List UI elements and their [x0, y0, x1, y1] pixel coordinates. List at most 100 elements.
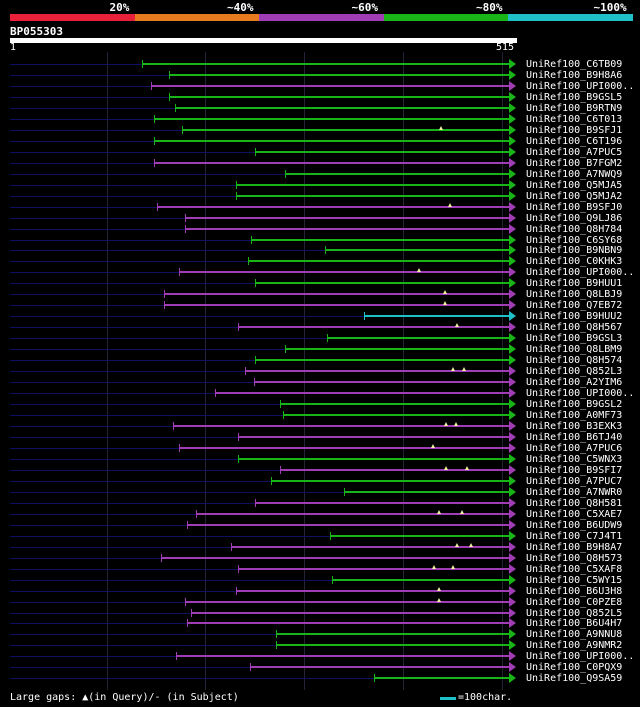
hit-alignment-line[interactable] [255, 151, 509, 153]
hit-label[interactable]: UniRef100_C6T013 [526, 114, 623, 125]
hit-label[interactable]: UniRef100_B6UDW9 [526, 520, 623, 531]
hit-alignment-line[interactable] [254, 381, 509, 383]
hit-row[interactable]: UniRef100_A7NWR0 [0, 487, 640, 498]
hit-alignment-line[interactable] [275, 644, 509, 646]
hit-alignment-line[interactable] [168, 96, 509, 98]
hit-label[interactable]: UniRef100_Q852L3 [526, 366, 623, 377]
hit-alignment-line[interactable] [168, 74, 509, 76]
hit-label[interactable]: UniRef100_A9NNU8 [526, 629, 623, 640]
hit-row[interactable]: UniRef100_Q5MJA2 [0, 191, 640, 202]
hit-label[interactable]: UniRef100_C0PZE8 [526, 597, 623, 608]
hit-label[interactable]: UniRef100_C5XAF8 [526, 564, 623, 575]
hit-label[interactable]: UniRef100_C6TB09 [526, 59, 623, 70]
hit-row[interactable]: UniRef100_C6T013 [0, 114, 640, 125]
hit-alignment-line[interactable] [172, 425, 509, 427]
hit-row[interactable]: UniRef100_UPI000.. [0, 651, 640, 662]
hit-alignment-line[interactable] [324, 249, 509, 251]
hit-alignment-line[interactable] [284, 173, 509, 175]
hit-alignment-line[interactable] [163, 304, 509, 306]
hit-row[interactable]: UniRef100_Q9LJ86 [0, 213, 640, 224]
hit-row[interactable]: UniRef100_B9HUU1 [0, 278, 640, 289]
hit-alignment-line[interactable] [238, 436, 509, 438]
hit-alignment-line[interactable] [161, 557, 509, 559]
hit-label[interactable]: UniRef100_Q8H784 [526, 224, 623, 235]
hit-alignment-line[interactable] [191, 612, 509, 614]
hit-row[interactable]: UniRef100_Q8LBJ9 [0, 289, 640, 300]
hit-row[interactable]: UniRef100_A2YIM6 [0, 377, 640, 388]
hit-alignment-line[interactable] [178, 271, 509, 273]
hit-alignment-line[interactable] [279, 403, 509, 405]
hit-alignment-line[interactable] [154, 118, 509, 120]
hit-alignment-line[interactable] [235, 195, 509, 197]
hit-row[interactable]: UniRef100_C5WNX3 [0, 454, 640, 465]
hit-row[interactable]: UniRef100_Q8H573 [0, 553, 640, 564]
hit-alignment-line[interactable] [255, 359, 509, 361]
hit-label[interactable]: UniRef100_Q8H581 [526, 498, 623, 509]
hit-row[interactable]: UniRef100_B3EXK3 [0, 421, 640, 432]
hit-alignment-line[interactable] [186, 524, 509, 526]
hit-row[interactable]: UniRef100_Q8LBM9 [0, 344, 640, 355]
hit-row[interactable]: UniRef100_Q852L3 [0, 366, 640, 377]
hit-alignment-line[interactable] [174, 107, 509, 109]
hit-label[interactable]: UniRef100_A7NWQ9 [526, 169, 623, 180]
hit-alignment-line[interactable] [248, 260, 509, 262]
hit-alignment-line[interactable] [238, 568, 509, 570]
hit-alignment-line[interactable] [157, 206, 509, 208]
hit-alignment-line[interactable] [235, 590, 509, 592]
hit-label[interactable]: UniRef100_Q5MJA2 [526, 191, 623, 202]
hit-alignment-line[interactable] [250, 666, 509, 668]
hit-label[interactable]: UniRef100_A2YIM6 [526, 377, 623, 388]
hit-row[interactable]: UniRef100_Q8H567 [0, 322, 640, 333]
hit-row[interactable]: UniRef100_UPI000.. [0, 81, 640, 92]
hit-label[interactable]: UniRef100_A9NMR2 [526, 640, 623, 651]
hit-row[interactable]: UniRef100_B6TJ40 [0, 432, 640, 443]
hit-row[interactable]: UniRef100_A9NMR2 [0, 640, 640, 651]
hit-row[interactable]: UniRef100_A7PUC7 [0, 476, 640, 487]
hit-label[interactable]: UniRef100_B9RTN9 [526, 103, 623, 114]
hit-alignment-line[interactable] [235, 184, 509, 186]
hit-label[interactable]: UniRef100_B6TJ40 [526, 432, 623, 443]
hit-label[interactable]: UniRef100_Q852L5 [526, 608, 623, 619]
hit-label[interactable]: UniRef100_A7PUC5 [526, 147, 623, 158]
hit-label[interactable]: UniRef100_C6SY68 [526, 235, 623, 246]
hit-row[interactable]: UniRef100_Q8H784 [0, 224, 640, 235]
hit-alignment-line[interactable] [154, 162, 509, 164]
hit-label[interactable]: UniRef100_Q8LBM9 [526, 344, 623, 355]
hit-row[interactable]: UniRef100_C6SY68 [0, 235, 640, 246]
hit-row[interactable]: UniRef100_B9H8A7 [0, 542, 640, 553]
hit-row[interactable]: UniRef100_B9GSL3 [0, 333, 640, 344]
hit-label[interactable]: UniRef100_B9SFJ1 [526, 125, 623, 136]
hit-label[interactable]: UniRef100_B3EXK3 [526, 421, 623, 432]
hit-row[interactable]: UniRef100_UPI000.. [0, 267, 640, 278]
hit-row[interactable]: UniRef100_Q8H574 [0, 355, 640, 366]
hit-label[interactable]: UniRef100_Q5MJA5 [526, 180, 623, 191]
hit-alignment-line[interactable] [184, 217, 509, 219]
hit-row[interactable]: UniRef100_B6UDW9 [0, 520, 640, 531]
hit-label[interactable]: UniRef100_C7J4T1 [526, 531, 623, 542]
hit-label[interactable]: UniRef100_UPI000.. [526, 388, 635, 399]
hit-row[interactable]: UniRef100_Q8H581 [0, 498, 640, 509]
hit-row[interactable]: UniRef100_Q9SA59 [0, 673, 640, 684]
hit-label[interactable]: UniRef100_UPI000.. [526, 267, 635, 278]
hit-alignment-line[interactable] [251, 239, 509, 241]
hit-alignment-line[interactable] [373, 677, 509, 679]
hit-alignment-line[interactable] [154, 140, 509, 142]
hit-row[interactable]: UniRef100_B9SFJ1 [0, 125, 640, 136]
hit-alignment-line[interactable] [151, 85, 509, 87]
hit-row[interactable]: UniRef100_C6T196 [0, 136, 640, 147]
hit-row[interactable]: UniRef100_C6TB09 [0, 59, 640, 70]
hit-label[interactable]: UniRef100_Q9LJ86 [526, 213, 623, 224]
hit-alignment-line[interactable] [230, 546, 509, 548]
hit-label[interactable]: UniRef100_Q8H573 [526, 553, 623, 564]
hit-label[interactable]: UniRef100_B7FGM2 [526, 158, 623, 169]
hit-label[interactable]: UniRef100_B9SFI7 [526, 465, 623, 476]
hit-row[interactable]: UniRef100_C5XAE7 [0, 509, 640, 520]
hit-alignment-line[interactable] [279, 469, 509, 471]
hit-alignment-line[interactable] [270, 480, 509, 482]
hit-alignment-line[interactable] [142, 63, 509, 65]
hit-alignment-line[interactable] [186, 622, 509, 624]
hit-label[interactable]: UniRef100_B9GSL2 [526, 399, 623, 410]
hit-row[interactable]: UniRef100_C0KHK3 [0, 256, 640, 267]
hit-alignment-line[interactable] [214, 392, 509, 394]
hit-alignment-line[interactable] [184, 228, 509, 230]
